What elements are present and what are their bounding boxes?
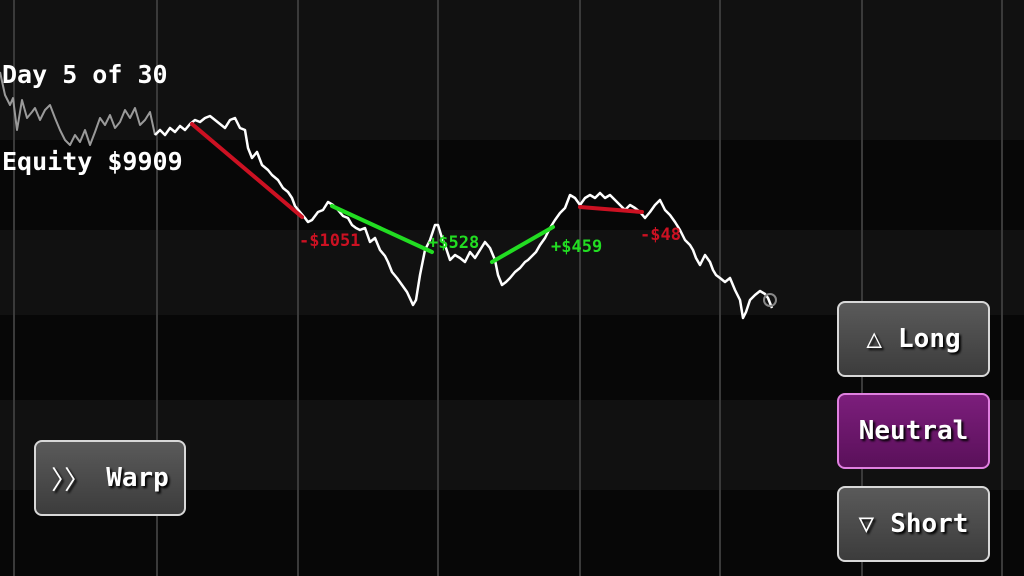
equity-readout: Equity $9909 xyxy=(2,147,183,176)
trade-labels: -$1051 +$528 +$459 -$48 xyxy=(299,225,681,257)
fast-forward-icon: 〉〉 xyxy=(51,465,91,496)
short-label: Short xyxy=(890,509,969,539)
triangle-down-icon: ▽ xyxy=(858,509,875,539)
long-button[interactable]: △ Long xyxy=(837,301,990,377)
current-price-line xyxy=(154,114,774,320)
trade-line-loss xyxy=(578,205,644,214)
current-price-marker xyxy=(763,293,777,307)
trade-pnl-label: +$528 xyxy=(428,233,479,253)
day-counter: Day 5 of 30 xyxy=(2,60,168,89)
past-price-line xyxy=(0,71,156,146)
trade-pnl-label: +$459 xyxy=(551,237,602,257)
warp-label: Warp xyxy=(106,463,169,493)
warp-button[interactable]: 〉〉 Warp xyxy=(34,440,186,516)
trade-line-loss xyxy=(190,122,304,219)
hud: Day 5 of 30 Equity $9909 xyxy=(2,2,183,205)
chart-vertical-gridlines xyxy=(13,0,1003,576)
trade-line-profit xyxy=(490,225,555,264)
trade-pnl-label: -$1051 xyxy=(299,231,360,251)
short-button[interactable]: ▽ Short xyxy=(837,486,990,562)
neutral-button[interactable]: Neutral xyxy=(837,393,990,469)
triangle-up-icon: △ xyxy=(866,324,883,354)
trade-markers xyxy=(190,122,644,264)
long-label: Long xyxy=(898,324,961,354)
trade-line-profit xyxy=(330,204,434,254)
price-series xyxy=(0,71,774,320)
trade-pnl-label: -$48 xyxy=(640,225,681,245)
neutral-label: Neutral xyxy=(858,416,969,446)
